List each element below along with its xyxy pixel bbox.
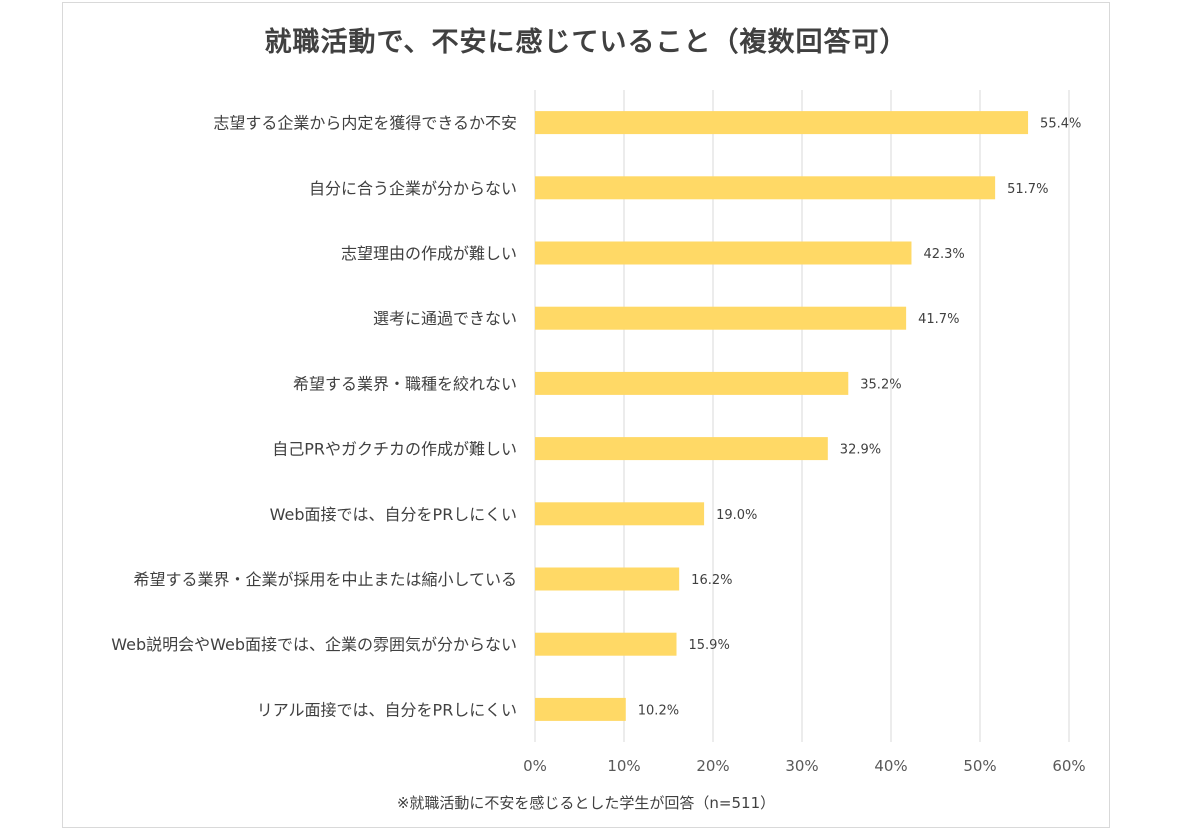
- x-tick-label: 50%: [963, 757, 996, 775]
- bar: [535, 306, 907, 330]
- bar: [535, 697, 626, 721]
- bar: [535, 632, 677, 656]
- bar: [535, 241, 912, 265]
- data-label: 19.0%: [716, 508, 757, 523]
- category-label: 志望理由の作成が難しい: [341, 244, 517, 263]
- data-label: 10.2%: [638, 703, 679, 718]
- data-label: 55.4%: [1040, 117, 1081, 132]
- x-tick-label: 20%: [696, 757, 729, 775]
- bar: [535, 176, 996, 200]
- chart-footnote: ※就職活動に不安を感じるとした学生が回答（n=511）: [396, 794, 776, 812]
- category-label: 志望する企業から内定を獲得できるか不安: [213, 114, 517, 133]
- data-label: 16.2%: [691, 573, 732, 588]
- x-tick-label: 0%: [523, 757, 547, 775]
- data-label: 42.3%: [923, 247, 964, 262]
- bar: [535, 371, 849, 395]
- data-label: 41.7%: [918, 312, 959, 327]
- x-tick-label: 10%: [607, 757, 640, 775]
- bar: [535, 502, 705, 526]
- data-label: 35.2%: [860, 377, 901, 392]
- bar: [535, 437, 828, 461]
- chart-frame: [62, 2, 1110, 828]
- bar: [535, 567, 680, 591]
- data-label: 15.9%: [689, 638, 730, 653]
- category-label: リアル面接では、自分をPRしにくい: [257, 700, 517, 719]
- x-tick-label: 30%: [785, 757, 818, 775]
- x-tick-label: 60%: [1052, 757, 1085, 775]
- category-label: 希望する業界・企業が採用を中止または縮小している: [133, 570, 517, 589]
- data-label: 51.7%: [1007, 182, 1048, 197]
- data-label: 32.9%: [840, 443, 881, 458]
- category-label: 選考に通過できない: [373, 309, 517, 328]
- category-label: 希望する業界・職種を絞れない: [293, 374, 517, 393]
- category-label: Web面接では、自分をPRしにくい: [270, 505, 517, 524]
- category-label: Web説明会やWeb面接では、企業の雰囲気が分からない: [111, 635, 517, 654]
- x-tick-label: 40%: [874, 757, 907, 775]
- bar: [535, 111, 1029, 135]
- category-label: 自己PRやガクチカの作成が難しい: [272, 440, 517, 459]
- category-label: 自分に合う企業が分からない: [309, 179, 517, 198]
- chart-title: 就職活動で、不安に感じていること（複数回答可）: [264, 27, 908, 58]
